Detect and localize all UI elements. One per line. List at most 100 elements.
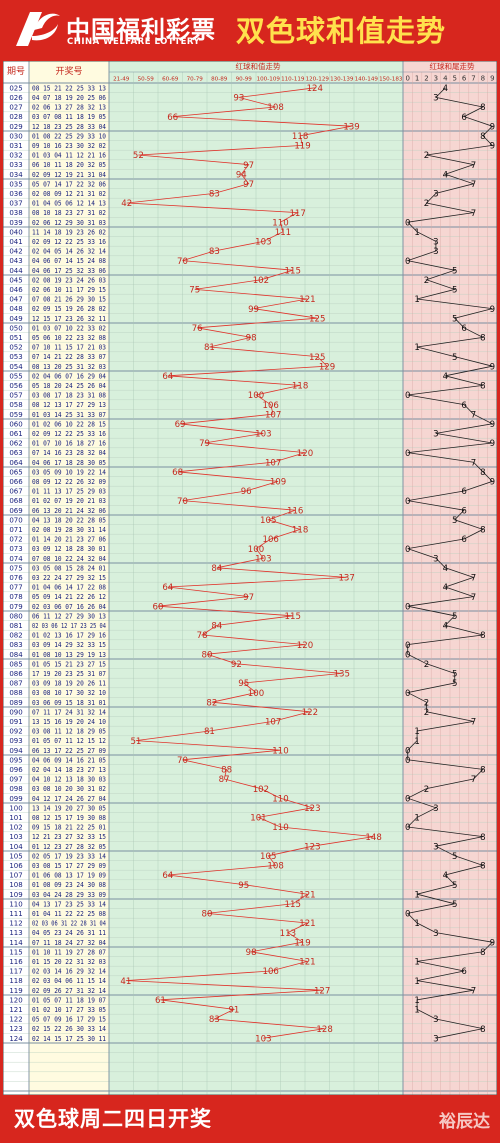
sum-value-label: 122 — [302, 708, 318, 718]
draw-issue: 102 — [9, 824, 22, 832]
draw-issue: 119 — [9, 987, 22, 995]
tail-value-label: 7 — [471, 593, 476, 603]
sum-value-label: 83 — [209, 1015, 220, 1025]
draw-issue: 083 — [9, 641, 22, 649]
sum-value-label: 100 — [248, 391, 264, 401]
draw-issue: 092 — [9, 728, 22, 736]
sum-value-label: 124 — [307, 84, 323, 94]
sum-value-label: 106 — [262, 401, 278, 411]
sum-value-label: 66 — [167, 113, 178, 123]
draw-issue: 068 — [9, 497, 22, 505]
draw-numbers: 04 06 17 25 32 33 06 — [32, 267, 106, 275]
tail-value-label: 2 — [424, 199, 429, 209]
sum-value-label: 103 — [255, 554, 271, 564]
tail-value-label: 9 — [490, 439, 495, 449]
draw-issue: 061 — [9, 430, 22, 438]
numbers-column-background — [29, 61, 109, 1095]
tail-digit-label: 1 — [415, 75, 419, 83]
draw-issue: 104 — [9, 843, 23, 851]
draw-numbers: 07 14 16 23 28 32 04 — [32, 449, 106, 457]
sum-value-label: 148 — [365, 833, 381, 843]
draw-issue: 108 — [9, 881, 22, 889]
draw-issue: 110 — [9, 900, 22, 908]
tail-value-label: 1 — [414, 727, 419, 737]
draw-issue: 028 — [9, 113, 22, 121]
draw-issue: 123 — [9, 1025, 22, 1033]
sum-trend-line — [125, 87, 374, 1039]
tail-value-label: 5 — [452, 900, 457, 910]
tail-digit-label: 0 — [405, 75, 409, 83]
draw-numbers: 01 08 10 13 29 19 13 — [32, 651, 106, 659]
tail-value-label: 2 — [424, 698, 429, 708]
draw-issue: 079 — [9, 603, 22, 611]
draw-issue: 025 — [9, 84, 22, 92]
draw-issue: 065 — [9, 468, 22, 476]
draw-numbers: 02 04 06 07 16 29 04 — [32, 372, 106, 380]
tail-value-label: 0 — [405, 794, 410, 804]
tail-digit-label: 2 — [424, 75, 428, 83]
sum-value-label: 115 — [285, 612, 301, 622]
sum-value-label: 64 — [162, 871, 173, 881]
sum-value-label: 119 — [294, 142, 310, 152]
sum-bin-label: 130-139 — [330, 77, 354, 83]
draw-issue: 124 — [9, 1035, 23, 1043]
draw-numbers: 06 13 20 21 24 32 06 — [32, 507, 106, 515]
tail-value-label: 9 — [490, 478, 495, 488]
tail-digit-label: 6 — [462, 75, 467, 83]
draw-issue: 113 — [9, 929, 22, 937]
tail-value-label: 8 — [480, 1025, 485, 1035]
draw-numbers: 02 06 13 27 28 32 13 — [32, 104, 106, 112]
sum-value-label: 102 — [253, 276, 269, 286]
sum-bin-label: 70-79 — [187, 77, 204, 83]
draw-numbers: 08 10 18 23 27 31 02 — [32, 209, 106, 217]
draw-numbers: 03 06 09 15 18 31 01 — [32, 699, 106, 707]
draw-numbers: 01 10 11 19 27 28 07 — [32, 948, 106, 956]
draw-issue: 036 — [9, 190, 23, 198]
draw-issue: 049 — [9, 315, 22, 323]
draw-numbers: 03 08 10 20 30 31 02 — [32, 785, 106, 793]
sum-value-label: 118 — [292, 382, 308, 392]
sum-value-label: 75 — [189, 286, 200, 296]
draw-numbers: 11 14 18 19 23 26 02 — [32, 228, 106, 236]
draw-numbers: 02 03 04 06 11 15 14 — [32, 977, 106, 985]
tail-value-label: 6 — [461, 401, 466, 411]
sum-value-label: 110 — [272, 823, 288, 833]
tail-value-label: 0 — [405, 449, 410, 459]
draw-numbers: 02 09 12 19 21 31 04 — [32, 171, 106, 179]
sum-value-label: 137 — [338, 574, 354, 584]
draw-numbers: 02 05 17 19 23 33 14 — [32, 852, 106, 860]
draw-numbers: 02 09 12 22 25 33 16 — [32, 430, 106, 438]
draw-issue: 122 — [9, 1016, 22, 1024]
draw-numbers: 03 09 14 29 32 33 15 — [32, 641, 106, 649]
sum-value-label: 87 — [219, 775, 230, 785]
sum-value-label: 70 — [177, 257, 188, 267]
tail-value-label: 0 — [405, 257, 410, 267]
tail-value-label: 5 — [452, 852, 457, 862]
draw-numbers: 08 12 15 17 19 30 08 — [32, 814, 106, 822]
draw-issue: 075 — [9, 564, 22, 572]
draw-numbers: 04 06 09 14 16 21 05 — [32, 756, 106, 764]
tail-value-label: 3 — [433, 929, 438, 939]
draw-numbers: 03 08 10 17 30 32 10 — [32, 689, 106, 697]
draw-issue: 030 — [9, 132, 22, 140]
tail-value-label: 1 — [414, 295, 419, 305]
draw-issue: 039 — [9, 219, 22, 227]
sum-value-label: 117 — [289, 209, 305, 219]
draw-issue: 035 — [9, 180, 22, 188]
sum-value-label: 80 — [202, 650, 213, 660]
tail-value-label: 1 — [414, 890, 419, 900]
draw-numbers: 01 02 13 16 17 29 16 — [32, 632, 106, 640]
tail-value-label: 8 — [480, 948, 485, 958]
sum-value-label: 61 — [155, 996, 166, 1006]
draw-numbers: 01 03 14 25 31 33 07 — [32, 411, 106, 419]
draw-rows: 025 08 15 21 22 25 33 13 026 04 07 18 19 20… — [9, 84, 106, 1042]
sum-value-label: 106 — [262, 535, 278, 545]
tail-value-label: 8 — [480, 766, 485, 776]
draw-issue: 117 — [9, 968, 22, 976]
tail-value-label: 3 — [433, 554, 438, 564]
tail-value-label: 3 — [433, 1034, 438, 1044]
tail-value-label: 5 — [452, 353, 457, 363]
draw-numbers: 03 05 09 10 19 22 14 — [32, 468, 106, 476]
draw-numbers: 01 02 06 10 22 28 15 — [32, 420, 106, 428]
sum-trend-header: 红球和值走势 — [236, 61, 281, 71]
